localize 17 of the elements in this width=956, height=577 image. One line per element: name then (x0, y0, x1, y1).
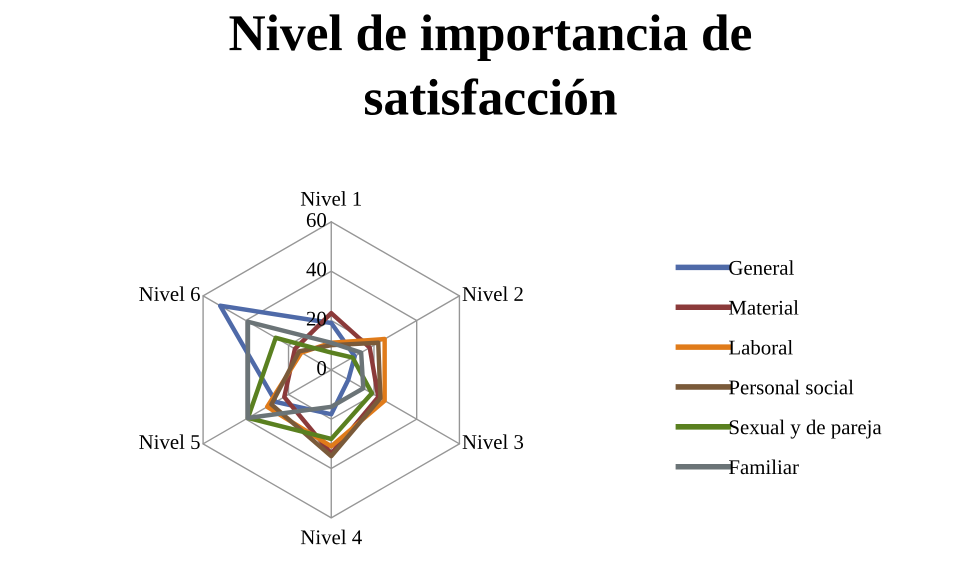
spoke-label: Nivel 4 (300, 530, 362, 544)
spoke-label: Nivel 3 (462, 434, 524, 450)
spoke-label: Nivel 5 (139, 434, 200, 450)
y-tick-label: 20 (306, 312, 326, 326)
spoke-label: Nivel 6 (139, 286, 200, 302)
legend-label: Personal social (728, 380, 854, 394)
chart-title: Nivel de importancia de satisfacción (230, 14, 752, 116)
spoke-label: Nivel 1 (300, 191, 361, 206)
y-tick-label: 0 (317, 361, 326, 376)
y-tick-label: 60 (306, 213, 326, 228)
legend-label: General (729, 260, 794, 275)
spoke-label: Nivel 2 (462, 286, 523, 302)
y-tick-label: 40 (306, 262, 326, 276)
legend-label: Sexual y de pareja (730, 420, 882, 439)
legend-label: Laboral (728, 340, 793, 355)
legend-label: Familiar (728, 460, 799, 474)
legend-label: Material (728, 300, 799, 315)
